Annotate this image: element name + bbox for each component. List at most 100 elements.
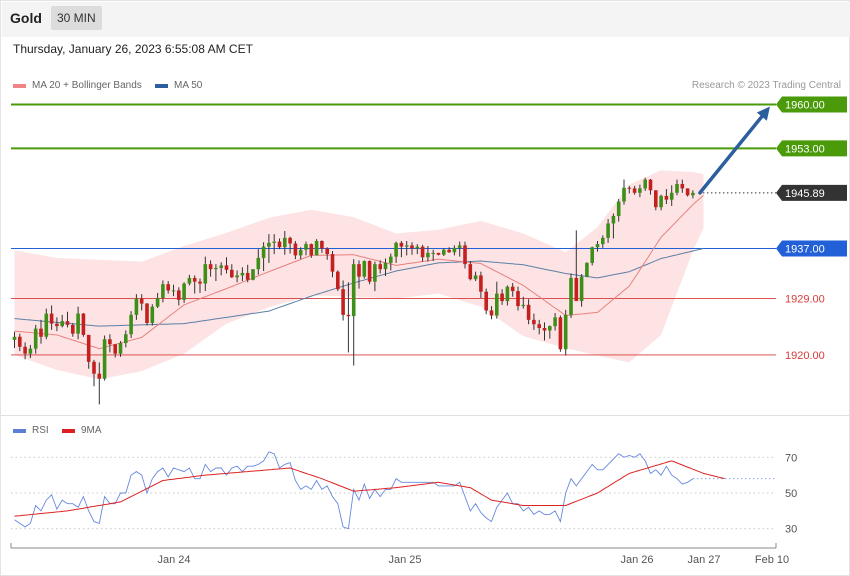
candle — [113, 344, 117, 358]
candle-body — [277, 241, 282, 248]
candle-body — [235, 275, 239, 278]
candle-body — [553, 317, 557, 327]
candle-body — [177, 290, 181, 300]
candle-body — [643, 179, 647, 189]
candle — [585, 262, 589, 278]
candle-body — [505, 286, 510, 302]
candle-body — [351, 264, 356, 317]
level-tag-1960.00 — [776, 96, 847, 113]
candle — [139, 294, 144, 311]
candle — [505, 285, 510, 306]
candle — [18, 333, 22, 352]
candle — [526, 299, 531, 325]
candle-body — [457, 245, 462, 248]
candle-body — [161, 284, 165, 298]
candle-body — [452, 247, 457, 253]
candle — [659, 194, 663, 211]
candle — [81, 312, 86, 337]
candle-body — [595, 244, 600, 248]
candle — [643, 177, 647, 191]
candle — [214, 264, 218, 282]
candle-body — [516, 291, 520, 307]
candle-body — [129, 314, 133, 335]
candle-body — [60, 321, 64, 327]
candle — [33, 324, 38, 354]
copyright-notice: Research © 2023 Trading Central — [691, 80, 841, 91]
x-axis: Jan 24 Jan 25 Jan 26 Jan 27 Feb 10 — [10, 543, 789, 566]
candle — [362, 260, 367, 279]
candle-body — [357, 264, 361, 277]
candle — [484, 288, 488, 315]
candle — [44, 308, 49, 340]
candle — [622, 179, 626, 205]
candle — [553, 312, 557, 331]
legend-ma50-label: MA 50 — [174, 80, 203, 91]
level-tag-1937.00 — [776, 240, 847, 257]
candle — [293, 240, 298, 260]
price-levels — [11, 103, 776, 356]
candle-body — [124, 334, 128, 344]
candle — [616, 199, 621, 222]
candle-body — [55, 323, 59, 327]
candle-body — [23, 346, 27, 354]
candle-body — [606, 223, 610, 238]
candle-body — [187, 277, 192, 284]
candle — [256, 249, 261, 275]
candle-body — [261, 246, 266, 258]
candle — [436, 252, 441, 256]
candle-body — [97, 373, 102, 379]
candle-body — [198, 281, 202, 284]
candle-body — [298, 249, 303, 256]
candle-body — [44, 313, 49, 337]
candle-body — [489, 310, 494, 316]
candle-body — [304, 244, 308, 250]
candle — [314, 239, 319, 256]
ma20-line — [14, 194, 704, 350]
candle — [452, 245, 457, 256]
candle — [39, 319, 43, 344]
candle — [675, 179, 679, 196]
ma50-swatch — [155, 83, 168, 88]
candle — [521, 296, 526, 309]
candle-body — [12, 336, 17, 340]
rsi-swatch — [13, 428, 26, 433]
candle — [76, 306, 80, 340]
candle — [632, 185, 637, 195]
timeframe-button[interactable]: 30 MIN — [51, 6, 102, 30]
rsi-tick-70: 70 — [785, 452, 797, 464]
candle-body — [389, 256, 393, 263]
candle-body — [468, 264, 473, 280]
candle — [648, 179, 653, 195]
candle — [272, 234, 276, 255]
candle — [155, 292, 160, 308]
candle — [457, 241, 462, 257]
candle-body — [139, 298, 144, 304]
x-tick-label: Jan 25 — [388, 554, 421, 566]
candle — [654, 190, 658, 211]
candle — [569, 273, 573, 318]
candle — [288, 236, 292, 254]
candle-body — [102, 339, 107, 379]
legend-rsi-label: RSI — [32, 425, 49, 436]
candle — [638, 184, 642, 198]
candle — [336, 270, 340, 292]
candle-body — [65, 321, 70, 325]
candle-body — [532, 319, 536, 325]
candle — [161, 280, 165, 303]
candle — [595, 240, 600, 252]
candle — [357, 260, 361, 289]
projection-arrow-head — [756, 106, 770, 121]
candle-body — [245, 272, 250, 280]
level-tag-1945.89 — [776, 184, 847, 201]
candle — [145, 302, 149, 326]
candle — [134, 294, 139, 320]
candle — [49, 305, 54, 330]
candle-body — [442, 249, 446, 255]
candle — [579, 274, 584, 307]
candle-body — [192, 277, 197, 282]
candle-body — [574, 277, 579, 302]
candle-body — [166, 284, 170, 291]
candle — [367, 260, 372, 285]
candle — [129, 311, 133, 339]
